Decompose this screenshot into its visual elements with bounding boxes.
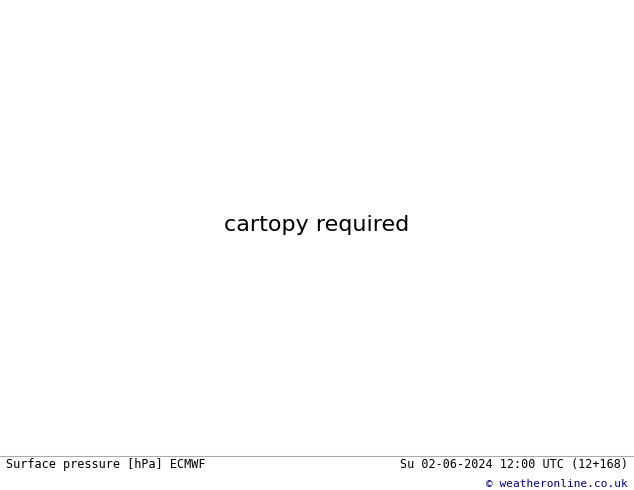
Text: Surface pressure [hPa] ECMWF: Surface pressure [hPa] ECMWF xyxy=(6,458,206,471)
Text: Su 02-06-2024 12:00 UTC (12+168): Su 02-06-2024 12:00 UTC (12+168) xyxy=(399,458,628,471)
Text: © weatheronline.co.uk: © weatheronline.co.uk xyxy=(486,479,628,489)
Text: cartopy required: cartopy required xyxy=(224,216,410,235)
